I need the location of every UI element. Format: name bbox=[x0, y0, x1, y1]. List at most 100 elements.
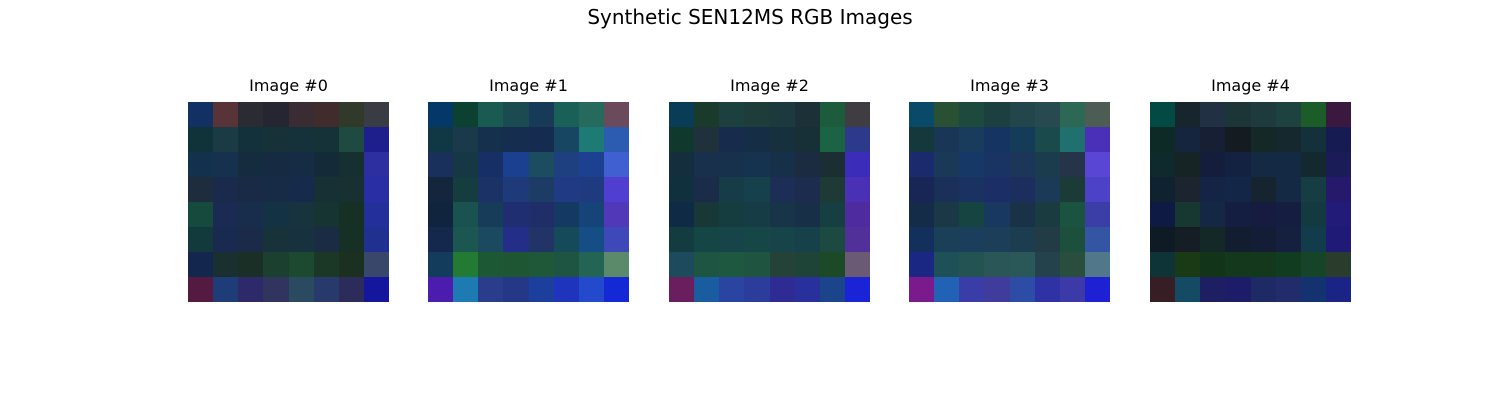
pixel-cell bbox=[744, 202, 769, 227]
pixel-cell bbox=[188, 152, 213, 177]
pixel-cell bbox=[238, 277, 263, 302]
pixel-cell bbox=[1085, 102, 1110, 127]
pixel-cell bbox=[503, 102, 528, 127]
pixel-cell bbox=[453, 252, 478, 277]
pixel-cell bbox=[934, 177, 959, 202]
pixel-cell bbox=[984, 252, 1009, 277]
pixel-cell bbox=[314, 177, 339, 202]
pixel-cell bbox=[694, 227, 719, 252]
pixel-cell bbox=[364, 177, 389, 202]
pixel-cell bbox=[959, 202, 984, 227]
pixel-cell bbox=[909, 252, 934, 277]
pixel-cell bbox=[428, 177, 453, 202]
pixel-cell bbox=[845, 277, 870, 302]
pixel-cell bbox=[188, 177, 213, 202]
pixel-cell bbox=[770, 252, 795, 277]
pixel-cell bbox=[770, 227, 795, 252]
pixel-cell bbox=[289, 227, 314, 252]
pixel-cell bbox=[1060, 127, 1085, 152]
pixel-cell bbox=[1010, 277, 1035, 302]
pixel-cell bbox=[669, 202, 694, 227]
pixel-cell bbox=[1010, 177, 1035, 202]
pixel-cell bbox=[503, 177, 528, 202]
pixel-cell bbox=[1085, 152, 1110, 177]
pixel-cell bbox=[744, 127, 769, 152]
pixel-cell bbox=[1060, 102, 1085, 127]
pixel-cell bbox=[238, 152, 263, 177]
pixel-cell bbox=[364, 252, 389, 277]
pixel-cell bbox=[213, 202, 238, 227]
pixel-cell bbox=[188, 227, 213, 252]
pixel-cell bbox=[1251, 127, 1276, 152]
pixel-cell bbox=[188, 202, 213, 227]
pixel-cell bbox=[1085, 227, 1110, 252]
pixel-grid bbox=[188, 102, 389, 302]
pixel-grid bbox=[909, 102, 1110, 302]
pixel-cell bbox=[554, 177, 579, 202]
pixel-cell bbox=[1301, 277, 1326, 302]
pixel-cell bbox=[719, 102, 744, 127]
pixel-cell bbox=[820, 102, 845, 127]
pixel-cell bbox=[263, 202, 288, 227]
pixel-cell bbox=[604, 127, 629, 152]
pixel-cell bbox=[1085, 277, 1110, 302]
pixel-cell bbox=[238, 102, 263, 127]
pixel-cell bbox=[289, 177, 314, 202]
pixel-cell bbox=[604, 102, 629, 127]
pixel-cell bbox=[719, 252, 744, 277]
pixel-cell bbox=[503, 227, 528, 252]
image-panel-1: Image #1 bbox=[428, 76, 629, 96]
pixel-cell bbox=[719, 277, 744, 302]
pixel-cell bbox=[554, 227, 579, 252]
pixel-cell bbox=[289, 102, 314, 127]
pixel-cell bbox=[1085, 252, 1110, 277]
pixel-cell bbox=[289, 277, 314, 302]
pixel-cell bbox=[959, 102, 984, 127]
pixel-cell bbox=[1010, 202, 1035, 227]
pixel-cell bbox=[554, 152, 579, 177]
pixel-cell bbox=[503, 202, 528, 227]
image-panel-4: Image #4 bbox=[1150, 76, 1351, 96]
pixel-cell bbox=[934, 252, 959, 277]
pixel-cell bbox=[1276, 252, 1301, 277]
pixel-cell bbox=[1225, 152, 1250, 177]
pixel-cell bbox=[909, 202, 934, 227]
pixel-cell bbox=[529, 227, 554, 252]
pixel-cell bbox=[719, 202, 744, 227]
pixel-cell bbox=[1225, 252, 1250, 277]
pixel-cell bbox=[1225, 127, 1250, 152]
pixel-cell bbox=[554, 202, 579, 227]
pixel-cell bbox=[1251, 102, 1276, 127]
pixel-cell bbox=[1326, 277, 1351, 302]
pixel-cell bbox=[1326, 177, 1351, 202]
pixel-cell bbox=[984, 152, 1009, 177]
pixel-cell bbox=[934, 152, 959, 177]
pixel-cell bbox=[339, 127, 364, 152]
pixel-cell bbox=[744, 102, 769, 127]
pixel-cell bbox=[719, 227, 744, 252]
pixel-cell bbox=[339, 277, 364, 302]
pixel-cell bbox=[453, 177, 478, 202]
pixel-cell bbox=[744, 227, 769, 252]
pixel-cell bbox=[820, 177, 845, 202]
pixel-cell bbox=[1175, 227, 1200, 252]
pixel-cell bbox=[1276, 102, 1301, 127]
pixel-cell bbox=[1150, 227, 1175, 252]
pixel-cell bbox=[959, 177, 984, 202]
pixel-cell bbox=[1225, 277, 1250, 302]
pixel-cell bbox=[1326, 102, 1351, 127]
pixel-cell bbox=[669, 177, 694, 202]
pixel-cell bbox=[934, 127, 959, 152]
pixel-cell bbox=[1035, 252, 1060, 277]
pixel-cell bbox=[1150, 127, 1175, 152]
pixel-cell bbox=[1060, 202, 1085, 227]
pixel-cell bbox=[213, 277, 238, 302]
pixel-cell bbox=[213, 227, 238, 252]
pixel-cell bbox=[213, 152, 238, 177]
pixel-cell bbox=[238, 202, 263, 227]
pixel-cell bbox=[1035, 102, 1060, 127]
pixel-cell bbox=[364, 152, 389, 177]
pixel-cell bbox=[1150, 202, 1175, 227]
pixel-cell bbox=[669, 277, 694, 302]
pixel-cell bbox=[1060, 152, 1085, 177]
